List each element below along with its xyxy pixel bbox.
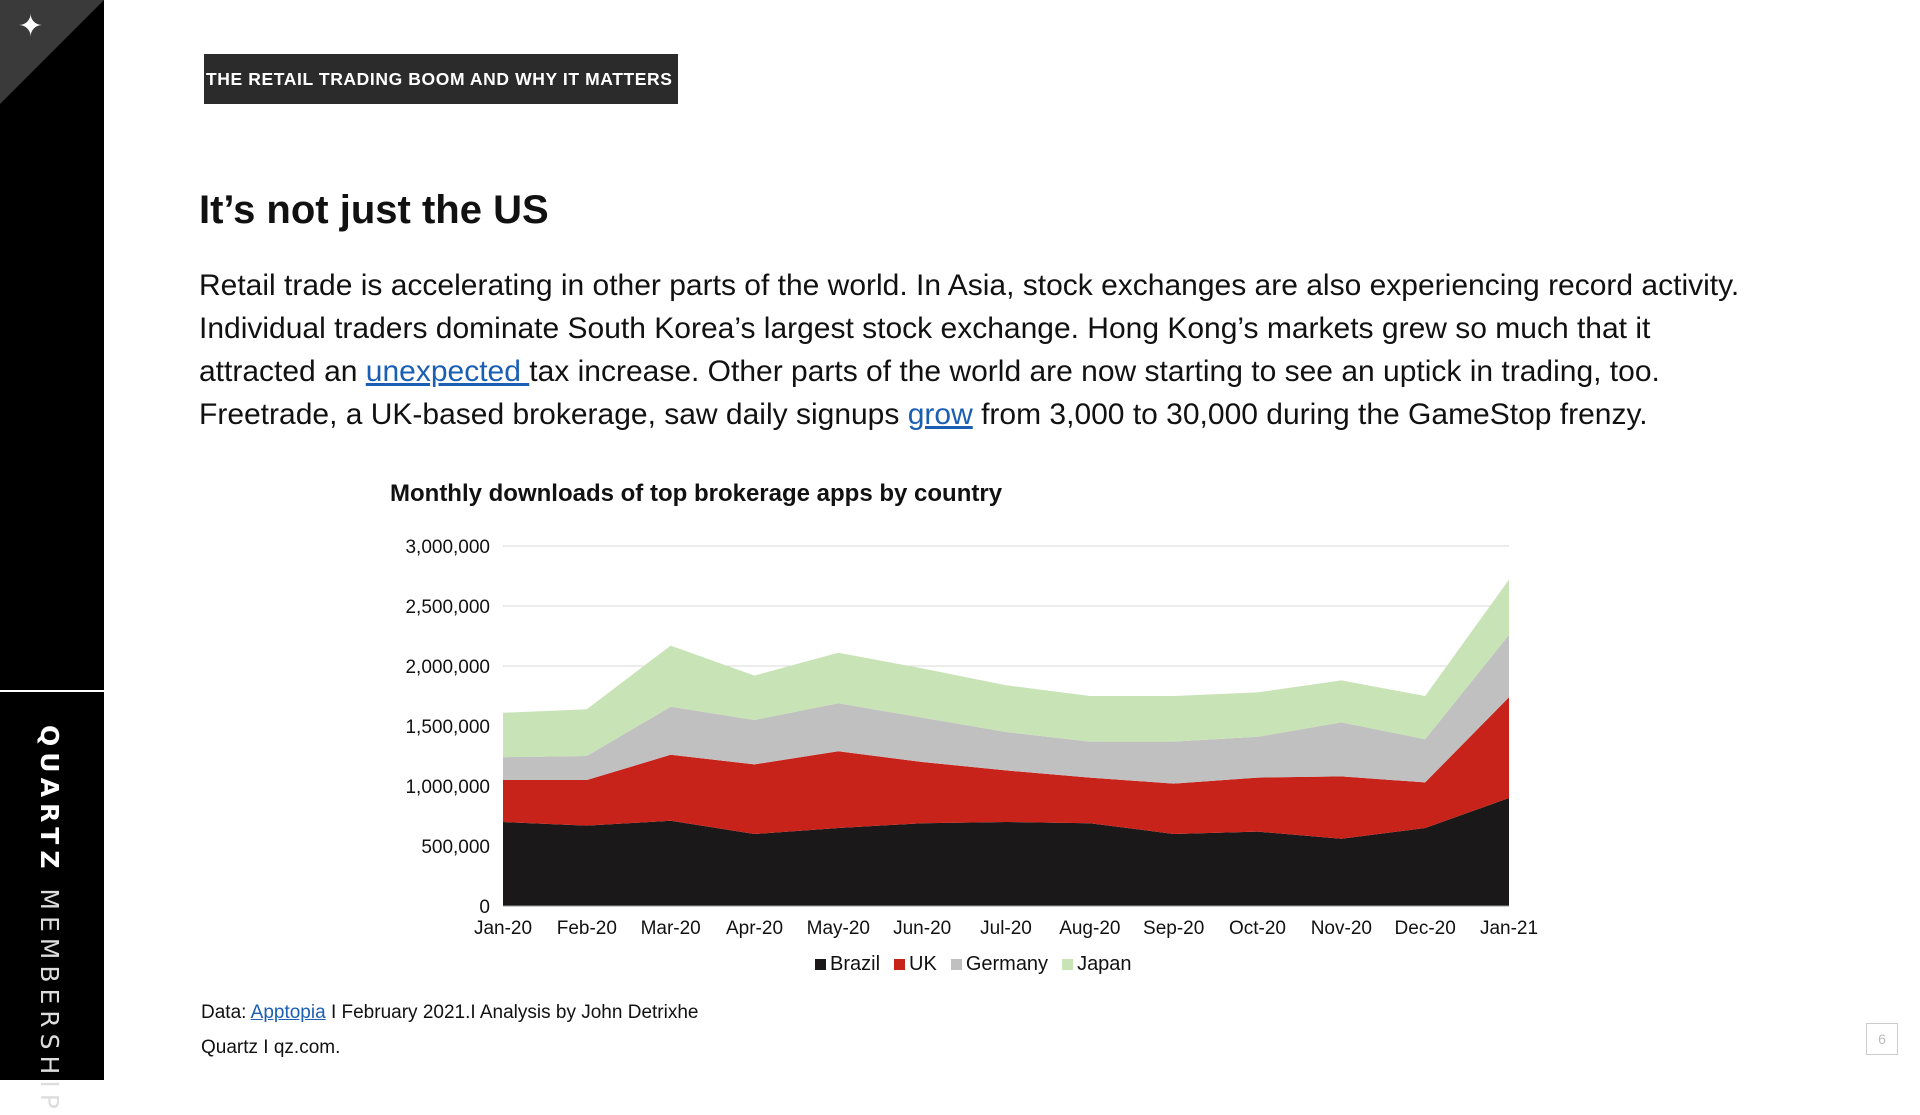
x-tick-label: Jan-21	[1480, 918, 1538, 939]
chart-title: Monthly downloads of top brokerage apps …	[390, 480, 1003, 507]
legend-item: UK	[894, 953, 937, 976]
chart-legend: Brazil UK Germany Japan	[815, 953, 1132, 976]
section-kicker: THE RETAIL TRADING BOOM AND WHY IT MATTE…	[204, 54, 678, 104]
x-tick-label: Oct-20	[1229, 918, 1286, 939]
y-tick-label: 3,000,000	[405, 537, 490, 558]
x-tick-label: Dec-20	[1395, 918, 1456, 939]
x-tick-label: Aug-20	[1059, 918, 1120, 939]
corner-tab	[0, 0, 104, 104]
para-text-3: from 3,000 to 30,000 during the GameStop…	[972, 398, 1648, 431]
legend-label: UK	[909, 953, 937, 975]
body-paragraph: Retail trade is accelerating in other pa…	[199, 264, 1759, 436]
y-tick-label: 0	[479, 897, 490, 918]
para-text-1: Retail trade is accelerating in other pa…	[199, 269, 1740, 388]
brand-wordmark: QUARTZ MEMBERSHIP	[35, 725, 64, 1115]
credit-line: Quartz I qz.com.	[201, 1037, 341, 1058]
x-tick-label: Jul-20	[980, 918, 1032, 939]
sidebar-divider	[0, 690, 104, 692]
x-tick-label: May-20	[807, 918, 870, 939]
y-tick-label: 500,000	[421, 837, 490, 858]
series-area-uk	[503, 697, 1509, 839]
legend-item: Japan	[1062, 953, 1132, 976]
series-area-brazil	[503, 798, 1509, 906]
legend-label: Japan	[1077, 953, 1132, 975]
para-text-2: tax increase. Other parts of the world a…	[199, 355, 1660, 431]
apptopia-link[interactable]: Apptopia	[250, 1002, 326, 1023]
grow-link[interactable]: grow	[907, 398, 973, 431]
y-tick-label: 1,000,000	[405, 777, 490, 798]
x-tick-label: Nov-20	[1311, 918, 1372, 939]
unexpected-link[interactable]: unexpected	[365, 355, 530, 388]
brand-rest: MEMBERSHIP	[35, 888, 64, 1115]
y-tick-label: 2,500,000	[405, 597, 490, 618]
y-tick-label: 2,000,000	[405, 657, 490, 678]
series-area-japan	[503, 579, 1509, 758]
x-tick-label: Apr-20	[726, 918, 783, 939]
y-tick-label: 1,500,000	[405, 717, 490, 738]
legend-item: Germany	[950, 953, 1049, 976]
x-tick-label: Mar-20	[641, 918, 701, 939]
series-area-germany	[503, 634, 1509, 784]
page-title: It’s not just the US	[199, 188, 549, 232]
sidebar: ✦ QUARTZ MEMBERSHIP	[0, 0, 104, 1115]
stacked-area-chart: 0 500,000 1,000,000 1,500,000 2,000,000 2,500…	[405, 537, 1538, 939]
x-tick-label: Sep-20	[1143, 918, 1204, 939]
source-prefix: Data:	[201, 1002, 251, 1023]
page-number: 6	[1866, 1023, 1898, 1055]
legend-swatch	[815, 959, 826, 970]
legend-swatch	[1062, 959, 1074, 970]
x-tick-label: Feb-20	[557, 918, 617, 939]
sparkle-icon[interactable]: ✦	[18, 9, 44, 44]
legend-label: Brazil	[830, 953, 881, 975]
legend-label: Germany	[965, 953, 1049, 975]
brand-bold: QUARTZ	[35, 725, 64, 875]
legend-swatch	[950, 959, 962, 970]
source-note: Data: Apptopia I February 2021.I Analysi…	[201, 1002, 698, 1024]
legend-item: Brazil	[815, 953, 880, 976]
legend-swatch	[894, 959, 906, 970]
x-tick-label: Jan-20	[474, 918, 532, 939]
source-suffix: I February 2021.I Analysis by John Detri…	[325, 1002, 699, 1023]
x-tick-label: Jun-20	[893, 918, 951, 939]
